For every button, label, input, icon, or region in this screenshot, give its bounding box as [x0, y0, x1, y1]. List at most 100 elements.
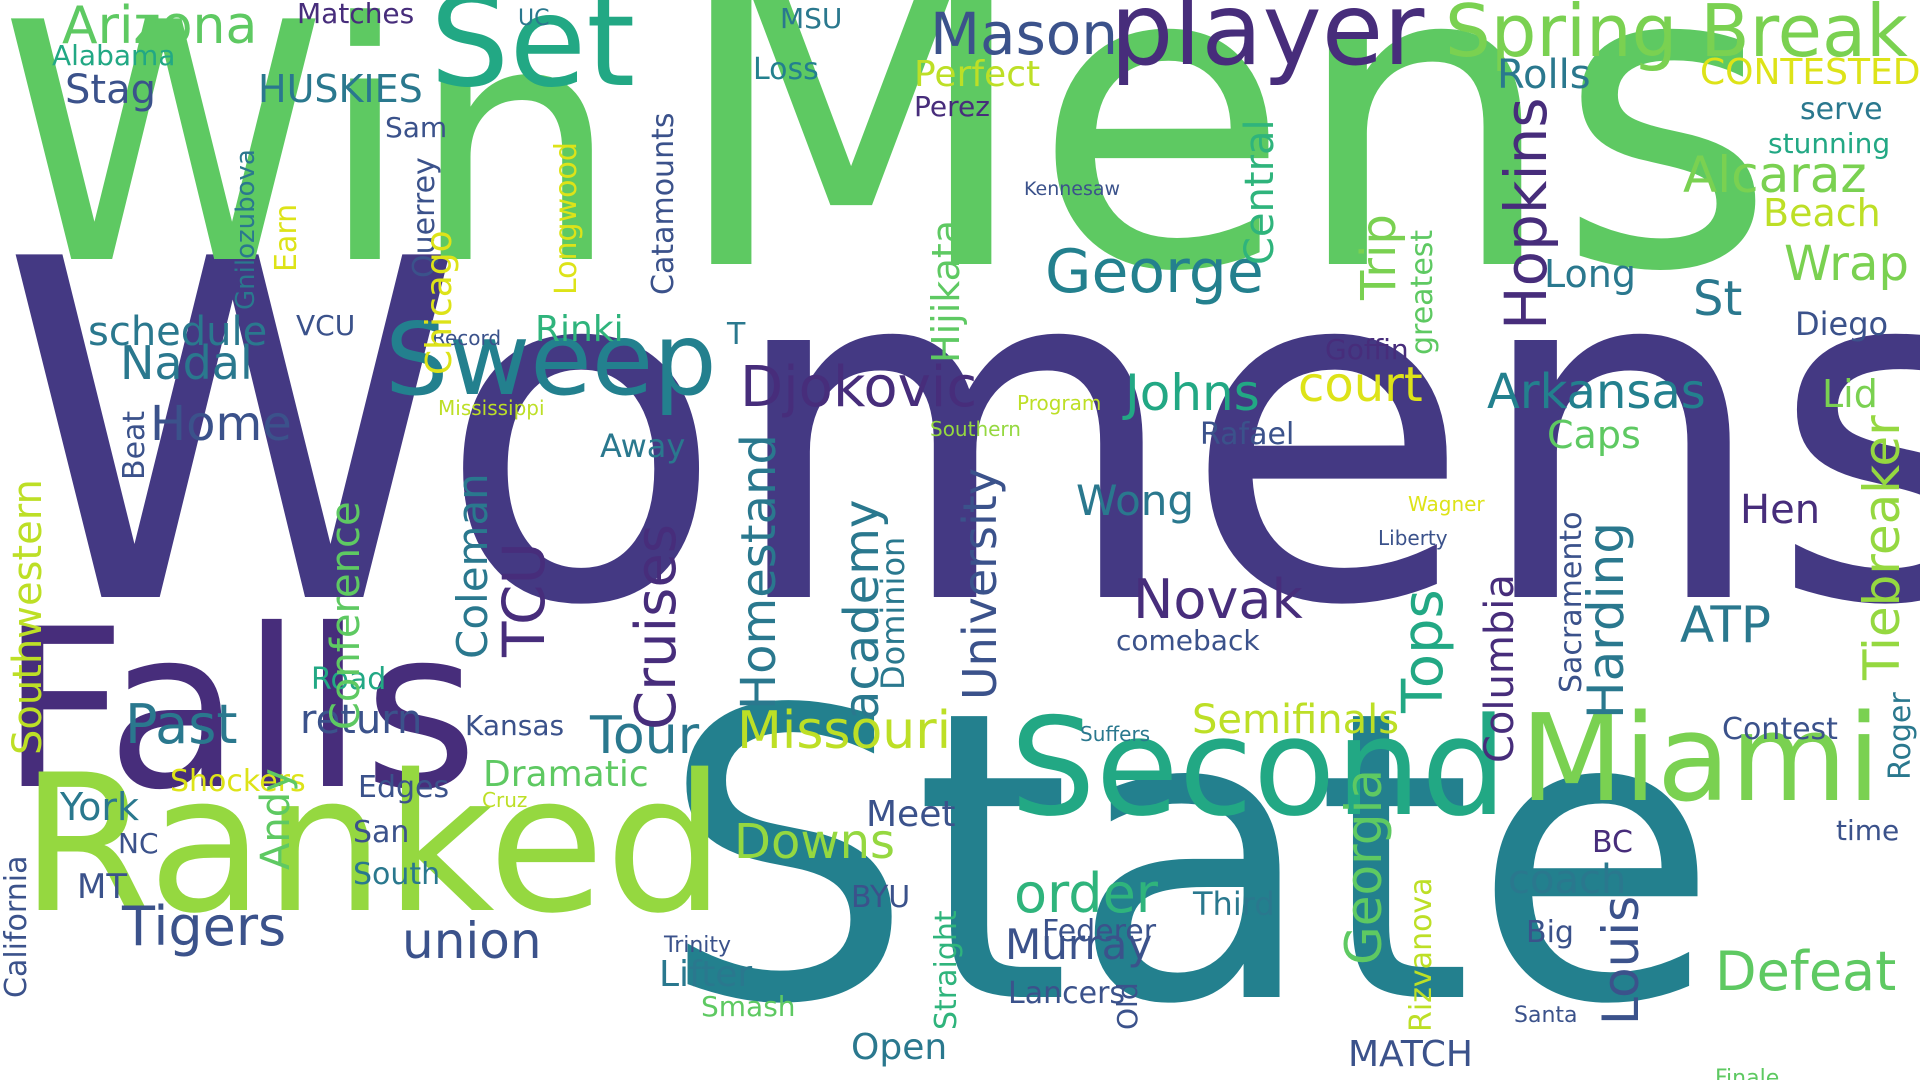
- word: NC: [118, 827, 159, 860]
- word: Third: [1193, 885, 1275, 923]
- word: union: [402, 912, 542, 970]
- word: Sweep: [385, 301, 717, 418]
- word: Beach: [1763, 191, 1881, 235]
- word: stunning: [1768, 127, 1891, 160]
- word-vertical: Andy: [253, 768, 299, 870]
- word: court: [1298, 357, 1423, 413]
- word: Loss: [753, 52, 819, 87]
- word: Kansas: [465, 709, 565, 742]
- word: Tigers: [122, 895, 287, 958]
- word: Smash: [701, 990, 796, 1023]
- word-vertical: Columbia: [1477, 574, 1523, 763]
- word: Falls: [0, 582, 479, 838]
- word-vertical: Coleman: [448, 473, 497, 659]
- word-vertical: Catamounts: [646, 112, 681, 295]
- word-vertical: Gnilozubova: [231, 149, 261, 310]
- word: serve: [1800, 92, 1883, 127]
- word: Federer: [1042, 914, 1157, 949]
- word-vertical: greatest: [1405, 229, 1440, 355]
- word: Mississippi: [438, 396, 545, 420]
- word: MSU: [780, 2, 843, 35]
- word-vertical: TCU: [490, 542, 558, 657]
- word: Rafael: [1200, 417, 1295, 452]
- word: return: [300, 697, 423, 743]
- word-vertical: Trip: [1351, 214, 1407, 300]
- word: Kennesaw: [1024, 178, 1121, 200]
- word: Rinki: [535, 309, 624, 350]
- word: Trinity: [664, 933, 732, 958]
- word-vertical: California: [0, 855, 34, 998]
- word: Nadal: [120, 336, 253, 390]
- word: Defeat: [1715, 940, 1897, 1003]
- word: comeback: [1116, 624, 1260, 657]
- word: Rolls: [1497, 52, 1591, 98]
- word-vertical: Tiebreaker: [1853, 415, 1911, 680]
- word: UC: [518, 6, 550, 31]
- word: BYU: [851, 880, 911, 915]
- word-vertical: Southwestern: [5, 479, 51, 755]
- word: Dramatic: [483, 754, 649, 795]
- word: Novak: [1133, 568, 1303, 631]
- word: San: [353, 815, 410, 850]
- word: Set: [430, 0, 636, 115]
- word: Spring Break: [1445, 0, 1908, 73]
- word: Suffers: [1080, 722, 1151, 746]
- word: Perez: [914, 90, 990, 123]
- word: Missouri: [737, 701, 952, 761]
- word: Southern: [930, 417, 1021, 441]
- word-vertical: Sacramento: [1554, 511, 1589, 693]
- word: Santa: [1514, 1003, 1578, 1028]
- word: Meet: [866, 794, 956, 835]
- word: Arkansas: [1487, 364, 1706, 420]
- word: State: [660, 627, 1719, 1080]
- word: BC: [1592, 825, 1634, 860]
- word-vertical: Hijikata: [924, 219, 968, 363]
- word: Wrap: [1784, 236, 1909, 292]
- word: CONTESTED: [1700, 52, 1920, 93]
- word: ATP: [1680, 596, 1772, 654]
- word-vertical: Earn: [269, 203, 304, 272]
- word-vertical: Straight: [929, 910, 964, 1030]
- word: Edges: [358, 770, 450, 805]
- word: schedule: [88, 309, 268, 355]
- word-vertical: Beat: [117, 410, 152, 480]
- word: Long: [1544, 252, 1636, 296]
- word: South: [353, 857, 441, 892]
- word: Downs: [734, 814, 896, 870]
- word: Contest: [1722, 712, 1838, 747]
- word: Diego: [1795, 305, 1889, 343]
- word-vertical: Georgia: [1335, 768, 1393, 965]
- word-vertical: Homestand: [731, 434, 787, 710]
- word-vertical: Longwood: [549, 142, 584, 295]
- word-vertical: Central: [1237, 119, 1283, 265]
- word: Sam: [385, 111, 448, 144]
- word: Second: [1010, 689, 1507, 846]
- word: Johns: [1125, 364, 1260, 422]
- word: Win: [0, 0, 620, 337]
- word: Road: [311, 662, 387, 697]
- word: Wagner: [1408, 492, 1485, 516]
- word: York: [60, 785, 140, 829]
- word: Record: [432, 326, 502, 350]
- word: coach: [1508, 857, 1627, 903]
- word: Finale: [1715, 1066, 1780, 1080]
- word: Away: [600, 427, 686, 465]
- word: time: [1836, 814, 1900, 847]
- word: Mason: [930, 0, 1119, 68]
- word: Program: [1017, 391, 1102, 415]
- word: Caps: [1547, 413, 1641, 457]
- word-vertical: Dominion: [874, 536, 912, 690]
- word: player: [1110, 0, 1425, 88]
- word: Matches: [297, 0, 415, 30]
- word: Arizona: [62, 0, 258, 56]
- word: Djokovic: [740, 355, 978, 420]
- word: St: [1693, 271, 1743, 327]
- word-vertical: Hopkins: [1492, 97, 1560, 330]
- word: Alabama: [52, 39, 176, 72]
- word: Big: [1526, 915, 1574, 950]
- word: George: [1045, 237, 1264, 307]
- word: VCU: [296, 309, 356, 342]
- word: T: [727, 317, 746, 352]
- word: order: [1014, 862, 1158, 925]
